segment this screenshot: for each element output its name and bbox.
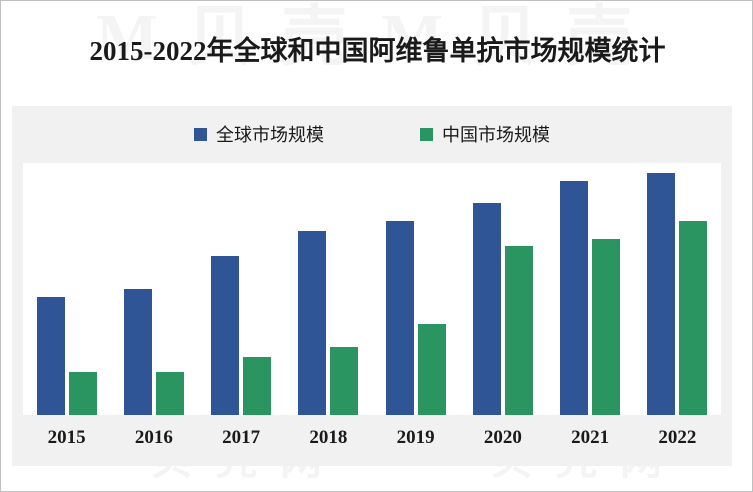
- bar-china-2021[interactable]: [592, 238, 621, 415]
- x-tick-2022: 2022: [658, 427, 697, 448]
- bar-china-2022[interactable]: [679, 220, 708, 415]
- bar-group-2018: [285, 163, 372, 415]
- x-tick-2017: 2017: [222, 427, 261, 448]
- legend-label-global: 全球市场规模: [216, 125, 324, 145]
- bar-global-2019[interactable]: [385, 220, 414, 415]
- bar-global-2018[interactable]: [298, 231, 327, 415]
- legend-item-global[interactable]: 全球市场规模: [194, 121, 324, 147]
- bar-global-2015[interactable]: [36, 296, 65, 415]
- x-axis-labels: 2015 2016 2017 2018 2019 2020 2021 2022: [23, 421, 721, 455]
- x-tick-2020: 2020: [483, 427, 522, 448]
- square-marker-icon: [194, 127, 207, 141]
- bar-china-2018[interactable]: [330, 346, 359, 415]
- square-marker-icon: [420, 127, 433, 141]
- legend-item-china[interactable]: 中国市场规模: [420, 121, 550, 147]
- bar-group-2020: [459, 163, 546, 415]
- x-tick-2018: 2018: [309, 427, 348, 448]
- bar-china-2016[interactable]: [155, 372, 184, 415]
- bars-layer: [23, 163, 721, 415]
- plot-area: [23, 163, 721, 415]
- x-tick-2021: 2021: [571, 427, 610, 448]
- chart-title: 2015-2022年全球和中国阿维鲁单抗市场规模统计: [89, 36, 666, 66]
- bar-group-2022: [634, 163, 721, 415]
- bar-china-2020[interactable]: [504, 246, 533, 415]
- bar-group-2019: [372, 163, 459, 415]
- x-tick-2015: 2015: [47, 427, 86, 448]
- bar-global-2021[interactable]: [560, 180, 589, 415]
- bar-group-2021: [547, 163, 634, 415]
- bar-global-2017[interactable]: [211, 256, 240, 415]
- bar-global-2016[interactable]: [123, 289, 152, 415]
- bar-global-2020[interactable]: [472, 203, 501, 415]
- bar-global-2022[interactable]: [647, 173, 676, 415]
- legend-label-china: 中国市场规模: [442, 125, 550, 145]
- bar-china-2019[interactable]: [417, 324, 446, 415]
- x-tick-2019: 2019: [396, 427, 435, 448]
- bar-group-2016: [110, 163, 197, 415]
- chart-legend: 全球市场规模 中国市场规模: [12, 117, 732, 151]
- bar-group-2017: [198, 163, 285, 415]
- bar-china-2017[interactable]: [243, 357, 272, 415]
- x-tick-2016: 2016: [134, 427, 173, 448]
- bar-group-2015: [23, 163, 110, 415]
- chart-panel: 全球市场规模 中国市场规模 2015 2016 2017 2018 2019 2020 20…: [12, 106, 732, 466]
- bar-china-2015[interactable]: [68, 372, 97, 415]
